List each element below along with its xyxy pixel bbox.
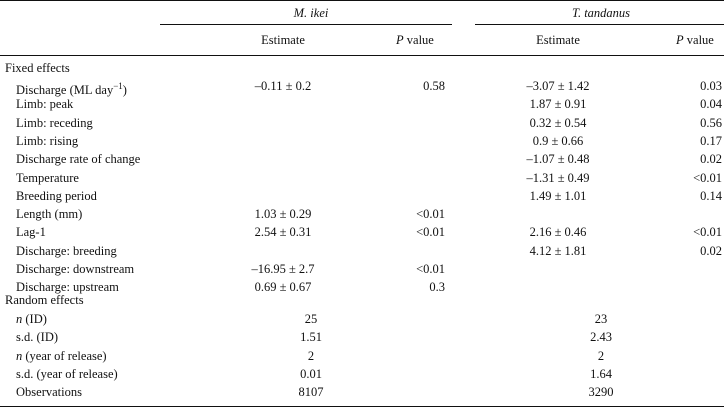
fixed-row-label: Discharge: upstream [16, 279, 119, 295]
pvalue-m-ikei: <0.01 [416, 225, 445, 239]
value-t-tandanus: 1.64 [590, 367, 612, 381]
estimate-t-tandanus: –3.07 ± 1.42 [526, 79, 590, 93]
label-text: Limb: peak [16, 97, 74, 111]
pvalue-t-tandanus: <0.01 [693, 171, 722, 185]
fixed-row-label: Discharge: breeding [16, 243, 117, 259]
p-symbol: P [396, 33, 404, 47]
random-row-label: n (ID) [16, 311, 47, 327]
pvalue-t-tandanus: <0.01 [693, 225, 722, 239]
fixed-row-label: Limb: peak [16, 96, 73, 112]
p-word: value [686, 33, 714, 47]
estimate-t-tandanus: –1.31 ± 0.49 [526, 171, 590, 185]
label-italic: n [16, 312, 23, 326]
label-text: Breeding period [16, 189, 97, 203]
label-text: Discharge rate of change [16, 152, 141, 166]
label-text: Lag-1 [16, 225, 46, 239]
pvalue-t-tandanus: 0.56 [700, 116, 722, 130]
estimate-m-ikei: 1.03 ± 0.29 [254, 207, 312, 221]
value-m-ikei: 1.51 [300, 330, 322, 344]
header-rule [0, 55, 724, 56]
pvalue-t-tandanus: 0.02 [700, 152, 722, 166]
label-tail: ) [122, 83, 127, 98]
label-text: (ID) [22, 312, 47, 326]
value-m-ikei: 8107 [298, 385, 324, 399]
pvalue-m-ikei: 0.58 [423, 79, 445, 93]
fixed-row-label: Limb: receding [16, 115, 93, 131]
value-m-ikei: 2 [307, 349, 315, 363]
label-text: Limb: receding [16, 116, 93, 130]
value-m-ikei: 25 [304, 312, 318, 326]
col-header-pvalue-b: P value [676, 32, 714, 48]
fixed-row-label: Breeding period [16, 188, 97, 204]
value-t-tandanus: 23 [594, 312, 608, 326]
pvalue-m-ikei: <0.01 [416, 207, 445, 221]
estimate-t-tandanus: 0.32 ± 0.54 [529, 116, 587, 130]
pvalue-t-tandanus: 0.17 [700, 134, 722, 148]
label-text: Discharge: upstream [16, 280, 119, 294]
fixed-row-label: Discharge (ML day−1) [16, 78, 127, 98]
label-superscript: −1 [113, 81, 123, 91]
label-text: Observations [16, 385, 82, 399]
section-fixed-effects: Fixed effects [5, 61, 70, 75]
pvalue-m-ikei: <0.01 [416, 262, 445, 276]
estimate-m-ikei: –16.95 ± 2.7 [251, 262, 315, 276]
section-random-effects: Random effects [5, 293, 84, 307]
p-symbol: P [676, 33, 684, 47]
spanner-rule-t-tandanus [475, 24, 724, 25]
fixed-row-label: Lag-1 [16, 224, 46, 240]
top-rule [0, 0, 724, 1]
col-header-estimate-a: Estimate [261, 33, 305, 47]
estimate-t-tandanus: 1.87 ± 0.91 [529, 97, 587, 111]
estimate-m-ikei: 2.54 ± 0.31 [254, 225, 312, 239]
random-row-label: n (year of release) [16, 348, 107, 364]
fixed-row-label: Length (mm) [16, 206, 82, 222]
spanner-rule-m-ikei [160, 24, 452, 25]
estimate-t-tandanus: 1.49 ± 1.01 [529, 189, 587, 203]
pvalue-t-tandanus: 0.14 [700, 189, 722, 203]
label-text: (year of release) [22, 349, 107, 363]
value-t-tandanus: 2.43 [590, 330, 612, 344]
label-text: Temperature [16, 171, 79, 185]
p-word: value [406, 33, 434, 47]
label-text: Length (mm) [16, 207, 83, 221]
estimate-t-tandanus: 2.16 ± 0.46 [529, 225, 587, 239]
pvalue-t-tandanus: 0.04 [700, 97, 722, 111]
label-italic: n [16, 349, 23, 363]
value-m-ikei: 0.01 [300, 367, 322, 381]
random-row-label: s.d. (ID) [16, 329, 58, 345]
value-t-tandanus: 3290 [588, 385, 614, 399]
label-text: Discharge: downstream [16, 262, 135, 276]
label-text: Discharge (ML day [16, 83, 114, 98]
fixed-row-label: Discharge rate of change [16, 151, 140, 167]
estimate-t-tandanus: –1.07 ± 0.48 [526, 152, 590, 166]
species-header-t-tandanus: T. tandanus [571, 6, 631, 20]
label-text: Limb: rising [16, 134, 79, 148]
value-t-tandanus: 2 [597, 349, 605, 363]
fixed-row-label: Discharge: downstream [16, 261, 134, 277]
label-text: s.d. (year of release) [16, 367, 118, 381]
estimate-m-ikei: 0.69 ± 0.67 [254, 280, 312, 294]
estimate-t-tandanus: 0.9 ± 0.66 [532, 134, 584, 148]
col-header-pvalue-a: P value [396, 32, 434, 48]
estimate-m-ikei: –0.11 ± 0.2 [254, 79, 312, 93]
fixed-row-label: Limb: rising [16, 133, 78, 149]
fixed-row-label: Temperature [16, 170, 79, 186]
random-row-label: Observations [16, 384, 82, 400]
bottom-rule [0, 406, 724, 407]
estimate-t-tandanus: 4.12 ± 1.81 [529, 244, 587, 258]
pvalue-t-tandanus: 0.03 [700, 79, 722, 93]
pvalue-t-tandanus: 0.02 [700, 244, 722, 258]
col-header-estimate-b: Estimate [536, 33, 580, 47]
label-text: Discharge: breeding [16, 244, 117, 258]
label-text: s.d. (ID) [16, 330, 59, 344]
pvalue-m-ikei: 0.3 [429, 280, 445, 294]
species-header-m-ikei: M. ikei [293, 6, 329, 20]
random-row-label: s.d. (year of release) [16, 366, 118, 382]
